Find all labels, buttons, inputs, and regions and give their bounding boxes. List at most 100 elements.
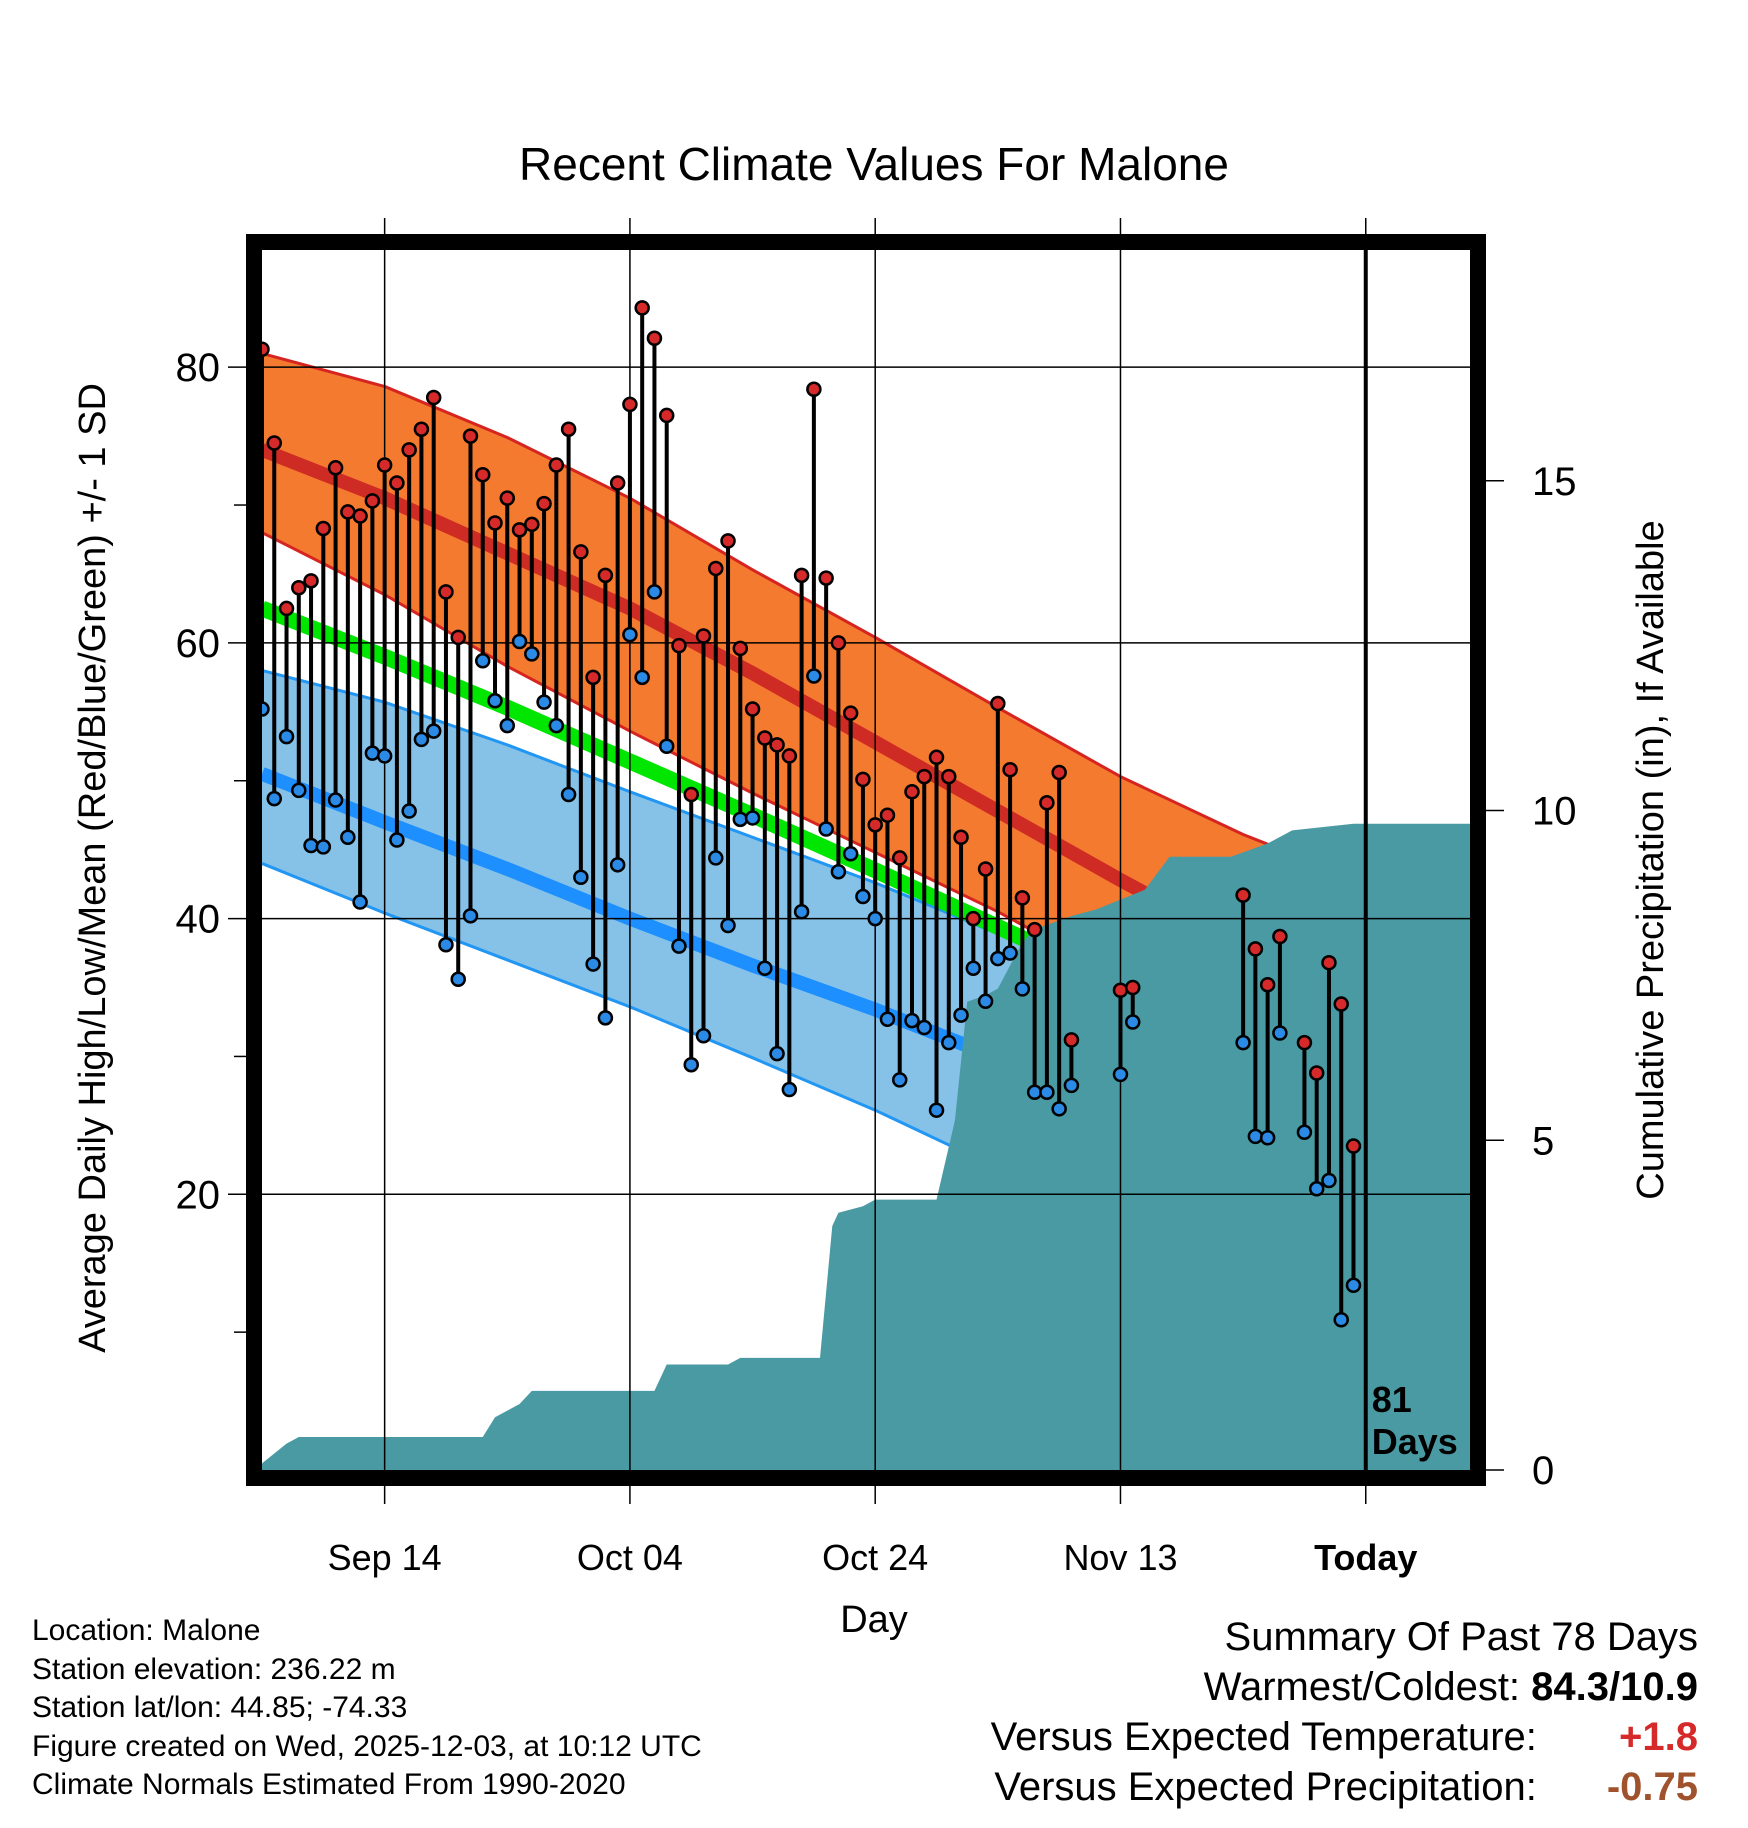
obs-high-dot	[1296, 1034, 1313, 1051]
obs-low-dot	[1002, 945, 1018, 961]
obs-high-dot	[671, 637, 687, 654]
info-location: Location: Malone	[32, 1614, 261, 1647]
obs-low-dot	[511, 633, 528, 650]
summary-temp: Versus Expected Temperature: +1.8	[991, 1712, 1698, 1762]
obs-low-dot	[806, 668, 822, 684]
days-count-line: Days	[1372, 1421, 1458, 1462]
obs-high-dot	[1259, 977, 1276, 993]
obs-low-dot	[1112, 1066, 1129, 1083]
obs-high-dot	[438, 584, 454, 600]
obs-high-dot	[1039, 795, 1055, 811]
obs-low-dot	[609, 857, 626, 873]
obs-high-dot	[977, 861, 994, 877]
obs-high-dot	[928, 749, 945, 766]
precip-anomaly-value: -0.75	[1606, 1765, 1698, 1809]
obs-low-dot	[487, 693, 503, 709]
precip-area	[262, 823, 1470, 1470]
info-normals: Climate Normals Estimated From 1990-2020	[32, 1768, 626, 1801]
obs-low-dot	[842, 846, 859, 862]
obs-high-dot	[1321, 954, 1337, 971]
obs-low-dot	[953, 1007, 969, 1023]
x-tick-label: Oct 04	[577, 1537, 683, 1578]
obs-low-dot	[1235, 1034, 1251, 1051]
obs-high-dot	[757, 730, 773, 746]
obs-high-dot	[646, 330, 663, 346]
obs-low-dot	[303, 837, 319, 854]
obs-low-dot	[389, 832, 405, 848]
y-tick-label: 40	[176, 898, 221, 942]
obs-low-dot	[977, 993, 994, 1010]
obs-high-dot	[425, 389, 442, 406]
obs-high-dot	[573, 544, 589, 560]
obs-high-dot	[769, 737, 785, 753]
obs-high-dot	[683, 786, 699, 803]
obs-high-dot	[622, 396, 638, 413]
axes: 20 40 60 80 0 5 10 15 Sep 14 Oct 04 Oct 24 Nov 13 To…	[176, 234, 1577, 1578]
precip-anomaly-label: Versus Expected Precipitation:	[994, 1765, 1537, 1809]
obs-low-dot	[818, 821, 834, 837]
obs-high-dot	[1235, 887, 1251, 903]
obs-low-dot	[1321, 1172, 1337, 1189]
warm-cold-value: 84.3/10.9	[1531, 1665, 1698, 1709]
obs-high-dot	[1051, 764, 1067, 781]
y2-tick-label: 15	[1532, 460, 1577, 504]
obs-low-dot	[573, 869, 589, 885]
obs-high-dot	[536, 495, 552, 512]
obs-high-dot	[830, 635, 847, 651]
obs-low-dot	[1296, 1124, 1313, 1141]
obs-low-dot	[695, 1028, 712, 1044]
x-tick-label: Oct 24	[822, 1537, 928, 1578]
obs-high-dot	[990, 695, 1006, 712]
obs-high-dot	[695, 628, 712, 644]
obs-high-dot	[1026, 921, 1043, 938]
obs-high-dot	[867, 817, 883, 833]
obs-high-dot	[793, 567, 810, 584]
y-tick-label: 20	[176, 1173, 221, 1217]
obs-low-dot	[732, 811, 749, 828]
obs-high-dot	[364, 493, 381, 509]
obs-low-dot	[327, 792, 344, 808]
obs-low-dot	[990, 950, 1006, 967]
obs-high-dot	[1063, 1032, 1080, 1048]
x-tick-label: Sep 14	[328, 1537, 442, 1578]
obs-high-dot	[879, 807, 896, 823]
obs-low-dot	[757, 960, 773, 976]
obs-high-dot	[916, 768, 933, 785]
obs-high-dot	[389, 475, 405, 491]
obs-high-dot	[462, 428, 479, 444]
obs-high-dot	[352, 508, 368, 524]
obs-high-dot	[303, 573, 319, 589]
obs-low-dot	[1247, 1128, 1264, 1145]
obs-low-dot	[744, 810, 761, 826]
obs-high-dot	[708, 560, 724, 577]
obs-low-dot	[1063, 1077, 1080, 1094]
obs-low-dot	[266, 790, 283, 807]
obs-high-dot	[315, 520, 332, 537]
obs-low-dot	[1039, 1084, 1055, 1101]
obs-high-dot	[1308, 1065, 1325, 1081]
obs-low-dot	[683, 1056, 699, 1073]
obs-low-dot	[1051, 1101, 1067, 1117]
y2-tick-label: 0	[1532, 1449, 1554, 1493]
obs-low-dot	[965, 960, 982, 976]
obs-low-dot	[916, 1019, 933, 1036]
obs-high-dot	[401, 442, 417, 458]
obs-high-dot	[475, 466, 491, 483]
obs-high-dot	[524, 516, 540, 533]
temp-anomaly-value: +1.8	[1619, 1715, 1698, 1759]
obs-low-dot	[413, 731, 430, 748]
obs-low-dot	[524, 646, 540, 662]
obs-low-dot	[340, 829, 356, 846]
chart-title: Recent Climate Values For Malone	[519, 138, 1229, 190]
obs-low-dot	[536, 694, 552, 710]
obs-low-dot	[658, 738, 675, 755]
obs-low-dot	[879, 1011, 896, 1027]
obs-low-dot	[438, 937, 454, 953]
obs-high-dot	[560, 421, 577, 437]
summary-precip: Versus Expected Precipitation: -0.75	[991, 1762, 1698, 1812]
obs-low-dot	[499, 717, 516, 734]
obs-low-dot	[941, 1034, 957, 1051]
days-count-line: 81	[1372, 1379, 1412, 1420]
obs-high-dot	[1345, 1138, 1362, 1154]
days-count-label: 81 Days	[1372, 1379, 1458, 1462]
